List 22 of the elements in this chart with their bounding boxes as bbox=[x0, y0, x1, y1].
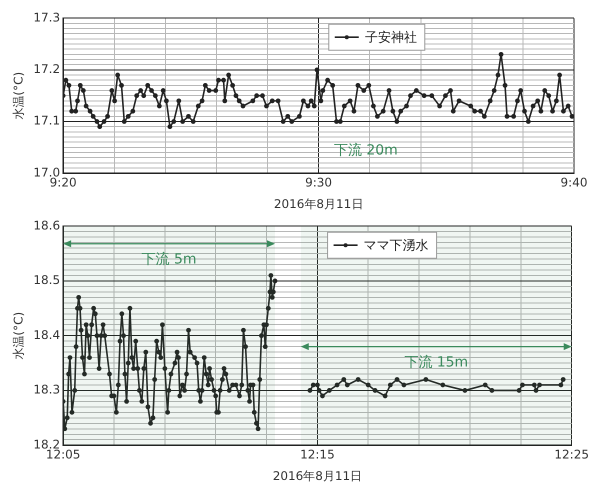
y-tick-label: 18.5 bbox=[33, 273, 60, 288]
x-tick-label: 12:15 bbox=[300, 448, 335, 462]
x-tick-label: 12:25 bbox=[554, 448, 590, 462]
x-axis-title: 2016年8月11日 bbox=[274, 196, 364, 211]
y-tick-label: 18.3 bbox=[33, 382, 60, 397]
band-label: 下流 5m bbox=[142, 252, 197, 268]
y-axis-title: 水温(°C) bbox=[11, 72, 26, 120]
annotation: 下流 20m bbox=[334, 142, 398, 159]
y-tick-label: 18.6 bbox=[33, 218, 60, 232]
legend-label: ママ下湧水 bbox=[364, 238, 429, 254]
x-tick-label: 9:40 bbox=[560, 176, 588, 190]
x-tick-label: 9:20 bbox=[50, 176, 77, 190]
y-tick-label: 17.2 bbox=[33, 62, 60, 76]
y-tick-label: 18.4 bbox=[33, 328, 60, 342]
x-tick-label: 9:30 bbox=[305, 176, 332, 190]
band-label: 下流 15m bbox=[404, 354, 468, 371]
x-tick-label: 12:05 bbox=[46, 448, 80, 462]
y-axis-title: 水温(°C) bbox=[11, 312, 26, 360]
legend-label: 子安神社 bbox=[364, 30, 417, 46]
x-axis-title: 2016年8月11日 bbox=[272, 468, 362, 483]
y-tick-label: 17.3 bbox=[33, 10, 60, 24]
y-tick-label: 17.1 bbox=[33, 114, 60, 128]
